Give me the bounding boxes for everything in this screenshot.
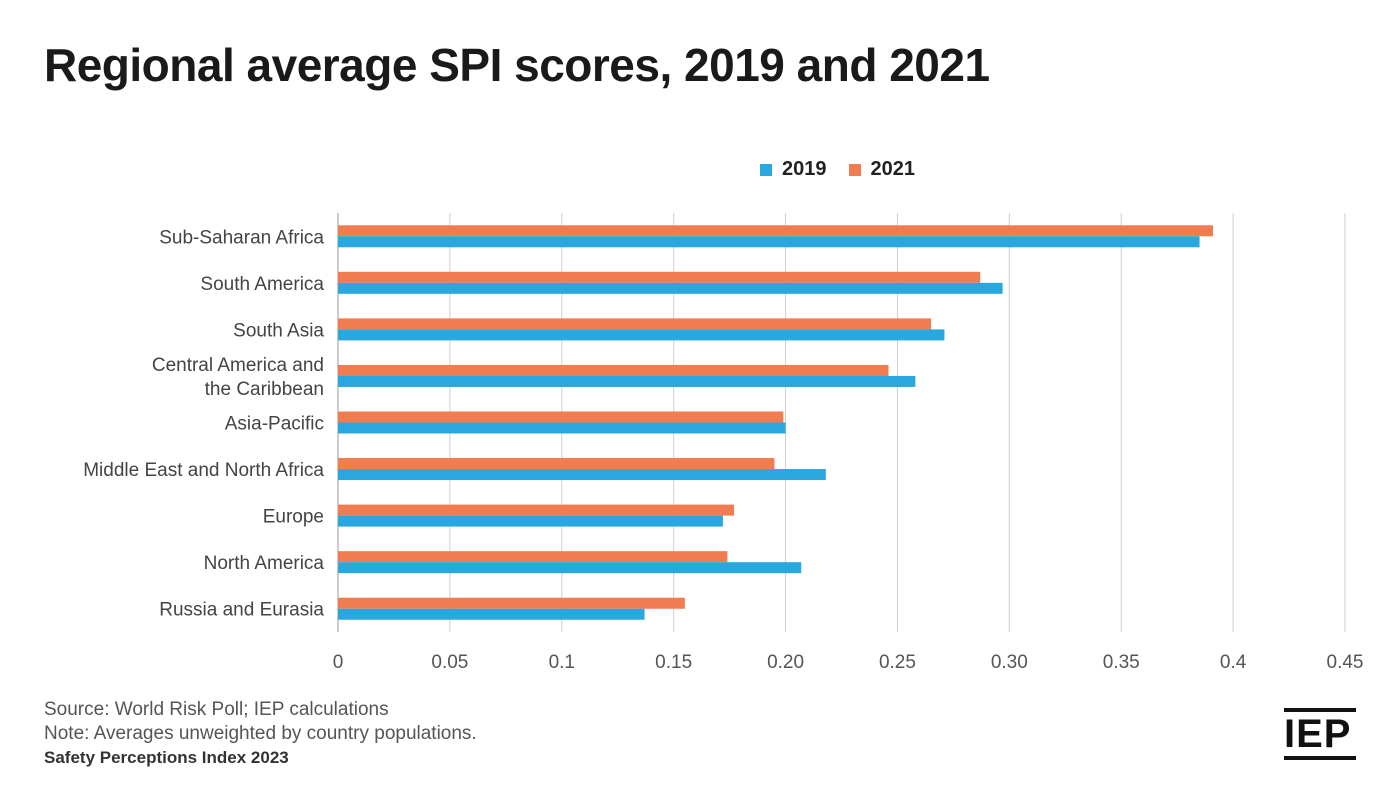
bar-2019 [338,375,916,387]
source-text: Source: World Risk Poll; IEP calculation… [44,699,389,720]
legend-label-2021: 2021 [870,158,916,180]
category-label-line: North America [204,553,325,574]
category-label-line: South Asia [233,320,324,341]
category-label-line: Russia and Eurasia [159,600,324,621]
category-label: South America [200,274,324,295]
bar-2021 [338,225,1213,237]
bar-2019 [338,469,826,481]
chart-title: Regional average SPI scores, 2019 and 20… [44,39,990,91]
bar-2021 [338,504,735,516]
bar-2019 [338,236,1200,248]
bar-2019 [338,282,1003,294]
logo-bottom-bar [1284,756,1356,760]
category-label: South Asia [233,320,324,341]
bar-2019 [338,422,786,434]
category-label-line: Europe [263,507,324,528]
bar-2019 [338,562,802,574]
legend-item-2021: 2021 [848,158,916,181]
legend: 2019 2021 [760,158,937,181]
bar-2021 [338,318,932,330]
category-label: Sub-Saharan Africa [159,227,324,248]
legend-item-2019: 2019 [760,158,827,181]
category-label-line: Sub-Saharan Africa [159,227,324,248]
brand-text: Safety Perceptions Index 2023 [44,748,289,767]
x-tick-label: 0.45 [1327,652,1364,673]
bar-2021 [338,597,685,609]
x-tick-label: 0.4 [1220,652,1247,673]
logo-top-bar [1284,708,1356,712]
bar-2021 [338,364,889,376]
bar-2019 [338,608,645,620]
category-label: Russia and Eurasia [159,600,324,621]
category-label: Middle East and North Africa [83,460,324,481]
bar-2021 [338,271,981,283]
x-tick-label: 0.35 [1103,652,1140,673]
category-label-line: Middle East and North Africa [83,460,324,481]
note-text: Note: Averages unweighted by country pop… [44,723,477,744]
x-tick-label: 0.20 [767,652,804,673]
category-label: Central America and the Caribbean [152,355,324,400]
bar-2021 [338,411,784,423]
category-label-line: Central America and [152,355,324,376]
bar-chart: 0 0.05 0.1 0.15 0.20 0.25 0.30 0.35 0.4 0.45 Sub-S… [83,213,1364,673]
category-label: Asia-Pacific [225,414,324,435]
bar-2019 [338,329,945,341]
category-label-line: the Caribbean [205,379,324,400]
bar-2021 [338,458,775,470]
category-label-line: Asia-Pacific [225,414,324,435]
x-tick-label: 0.25 [879,652,916,673]
x-tick-label: 0.05 [431,652,468,673]
x-tick-label: 0.1 [549,652,575,673]
category-label: North America [204,553,325,574]
x-tick-label: 0 [333,652,344,673]
legend-label-2019: 2019 [782,158,827,180]
footer: Source: World Risk Poll; IEP calculation… [44,698,477,770]
logo-text: IEP [1284,712,1352,756]
iep-logo: IEP [1284,708,1356,760]
category-label: Europe [263,507,324,528]
legend-swatch-2019 [760,163,772,176]
bar-2019 [338,515,723,527]
bar-2021 [338,551,728,563]
legend-swatch-2021 [848,163,861,176]
category-label-line: South America [200,274,324,295]
x-tick-label: 0.30 [991,652,1028,673]
x-tick-label: 0.15 [655,652,692,673]
